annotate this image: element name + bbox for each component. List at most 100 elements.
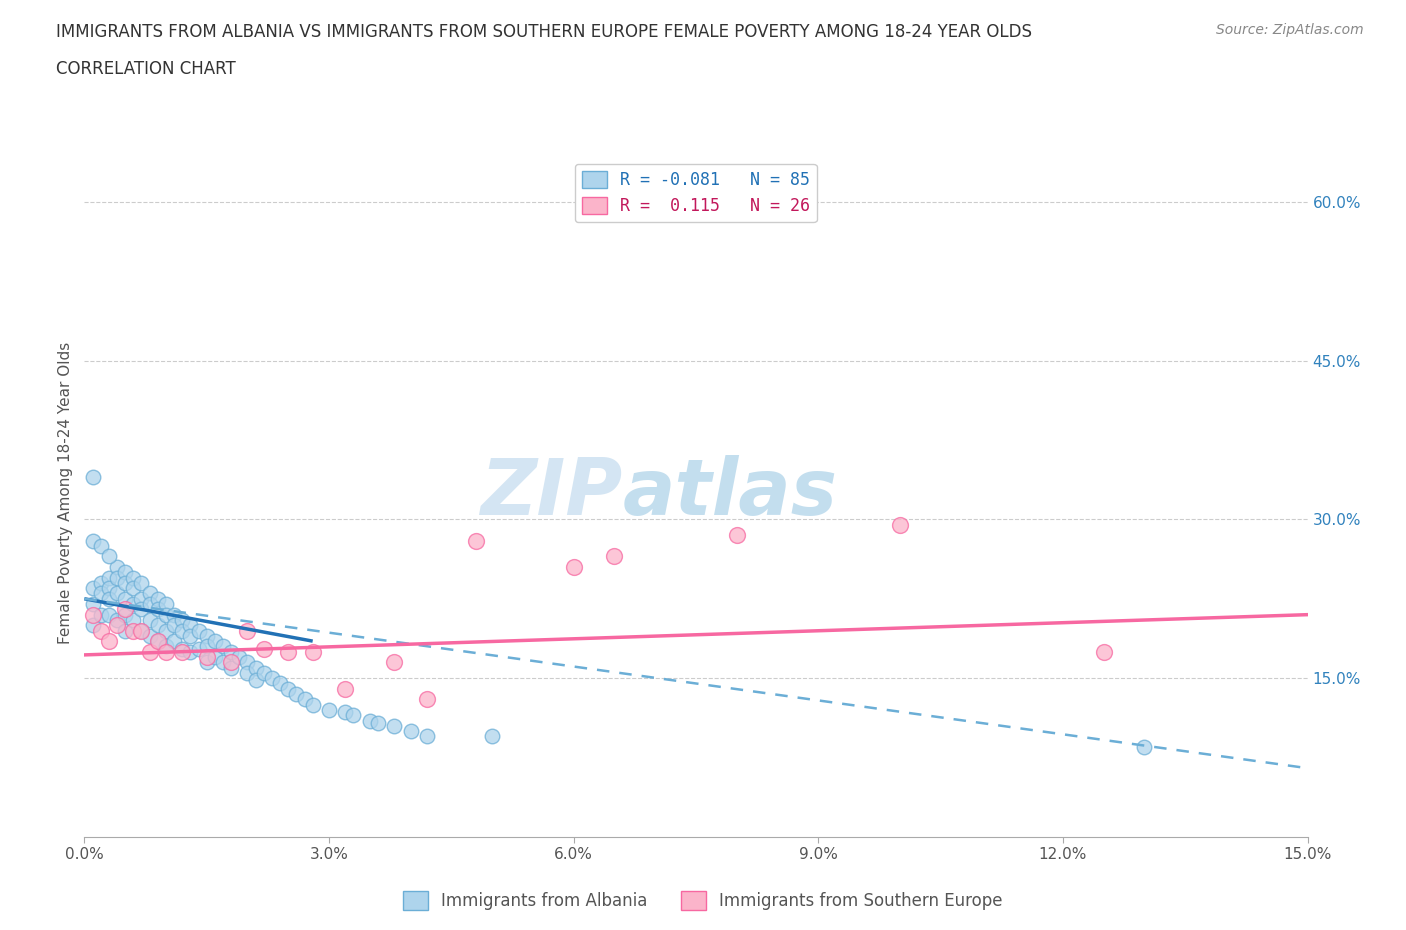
Point [236,623,259,638]
Point [82,618,104,632]
Point [236,655,259,670]
Point [187,641,209,656]
Y-axis label: Female Poverty Among 18-24 Year Olds: Female Poverty Among 18-24 Year Olds [58,342,73,644]
Point [114,591,136,606]
Point [82,597,104,612]
Legend: R = -0.081   N = 85, R =  0.115   N = 26: R = -0.081 N = 85, R = 0.115 N = 26 [575,164,817,222]
Point [219,660,242,675]
Point [97,607,120,622]
Legend: Immigrants from Albania, Immigrants from Southern Europe: Immigrants from Albania, Immigrants from… [396,884,1010,917]
Point [335,705,357,720]
Point [725,528,748,543]
Point [105,618,128,632]
Point [122,597,145,612]
Point [277,644,299,659]
Point [172,641,194,656]
Point [131,623,153,638]
Text: CORRELATION CHART: CORRELATION CHART [56,60,236,78]
Point [318,702,340,717]
Point [245,660,267,675]
Point [155,597,177,612]
Point [481,729,503,744]
Point [131,602,153,617]
Point [367,715,389,730]
Point [114,576,136,591]
Point [301,698,323,712]
Point [97,549,120,564]
Point [97,633,120,648]
Point [90,586,112,601]
Point [301,644,323,659]
Point [146,633,169,648]
Point [219,644,242,659]
Point [138,629,160,644]
Point [97,591,120,606]
Point [82,607,104,622]
Point [138,597,160,612]
Text: atlas: atlas [623,455,838,531]
Point [138,586,160,601]
Point [146,602,169,617]
Point [155,623,177,638]
Point [219,655,242,670]
Point [146,591,169,606]
Point [195,629,218,644]
Point [195,639,218,654]
Point [335,682,357,697]
Point [179,629,201,644]
Point [1133,739,1156,754]
Point [97,580,120,595]
Point [105,560,128,575]
Point [195,655,218,670]
Point [204,633,226,648]
Point [90,607,112,622]
Point [114,565,136,579]
Point [294,692,316,707]
Point [105,570,128,585]
Point [146,618,169,632]
Point [416,729,439,744]
Point [131,576,153,591]
Point [146,633,169,648]
Point [82,470,104,485]
Point [195,649,218,664]
Point [253,641,276,656]
Point [82,533,104,548]
Point [212,639,235,654]
Text: ZIP: ZIP [481,455,623,531]
Point [172,623,194,638]
Point [399,724,422,738]
Point [179,644,201,659]
Point [122,613,145,628]
Point [105,613,128,628]
Point [212,655,235,670]
Text: Source: ZipAtlas.com: Source: ZipAtlas.com [1216,23,1364,37]
Point [114,607,136,622]
Point [187,623,209,638]
Point [163,633,186,648]
Point [90,538,112,553]
Point [172,613,194,628]
Point [253,666,276,681]
Point [359,713,381,728]
Point [155,639,177,654]
Point [285,686,308,701]
Point [131,623,153,638]
Point [138,644,160,659]
Point [382,655,405,670]
Point [97,570,120,585]
Point [172,644,194,659]
Point [179,618,201,632]
Point [464,533,486,548]
Point [105,586,128,601]
Point [114,623,136,638]
Point [260,671,283,685]
Point [889,517,911,532]
Point [204,649,226,664]
Point [122,570,145,585]
Point [155,607,177,622]
Point [163,618,186,632]
Point [228,649,250,664]
Point [90,576,112,591]
Point [138,613,160,628]
